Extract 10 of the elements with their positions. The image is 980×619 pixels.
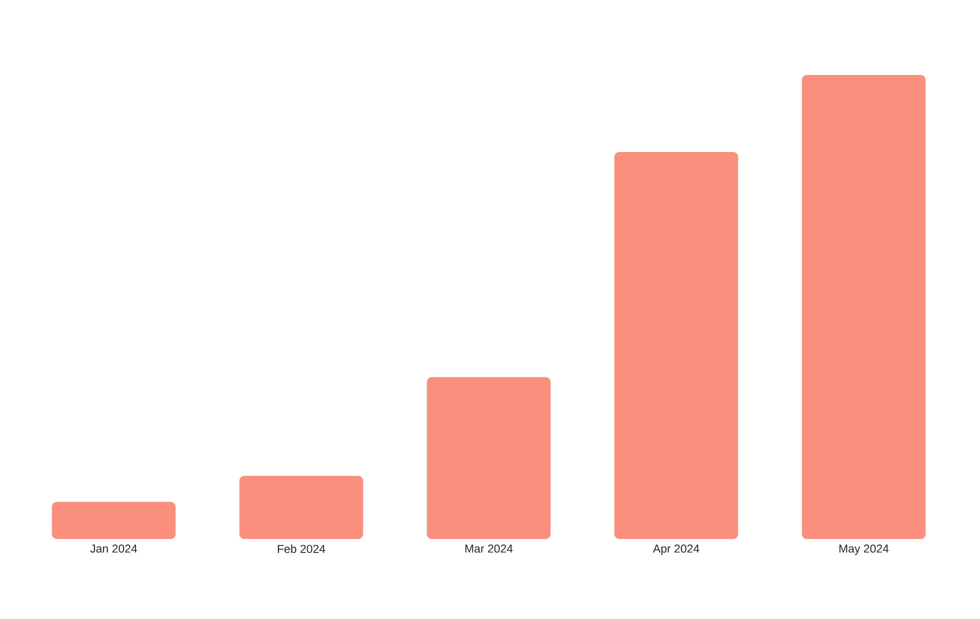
x-tick-label: Feb 2024 [278, 544, 326, 553]
x-tick-label: May 2024 [839, 544, 889, 555]
bar [52, 502, 176, 539]
bar [239, 476, 364, 539]
x-tick-label: Apr 2024 [652, 544, 700, 555]
bar [426, 377, 551, 539]
bar [614, 152, 738, 539]
x-tick-label: Mar 2024 [465, 544, 513, 553]
x-tick-label: Jan 2024 [90, 544, 138, 553]
bar [802, 74, 926, 539]
